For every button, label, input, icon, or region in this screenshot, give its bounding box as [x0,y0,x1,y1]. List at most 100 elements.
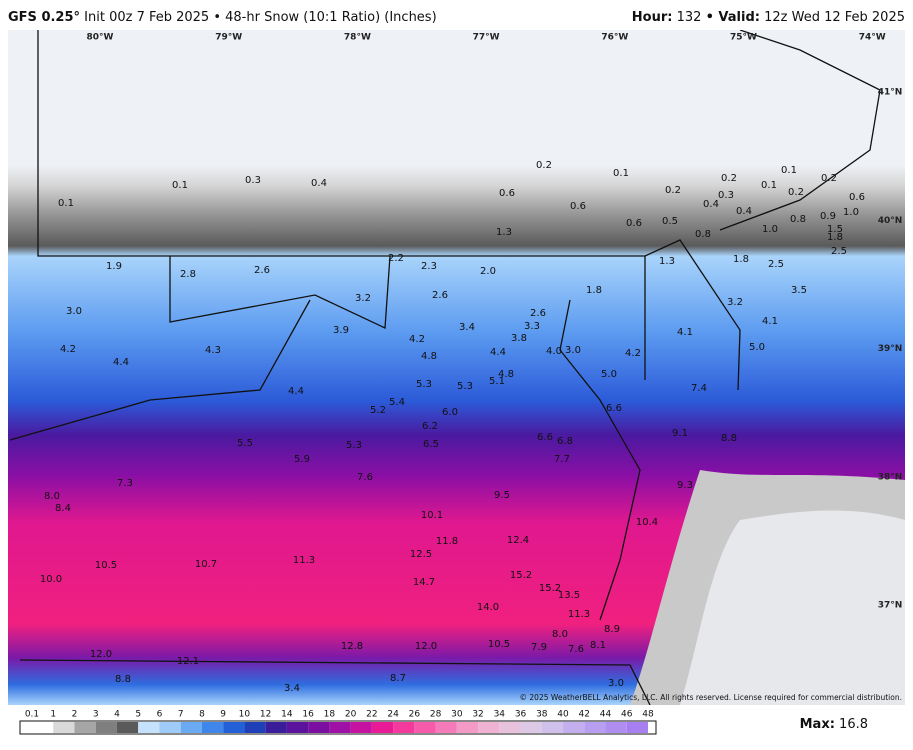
colorbar-swatch [435,722,457,733]
snow-value: 5.4 [389,397,405,408]
snow-value: 2.0 [480,266,496,277]
snow-value: 0.5 [662,216,678,227]
snow-value: 3.3 [524,321,540,332]
colorbar-swatch [244,722,266,733]
colorbar-swatch [499,722,521,733]
snow-value: 0.3 [718,190,734,201]
snow-value: 8.9 [604,624,620,635]
colorbar-swatch [286,722,309,733]
colorbar-swatch [116,722,139,733]
snow-value: 4.2 [409,334,425,345]
snow-value: 13.5 [558,590,580,601]
snow-value: 8.0 [552,629,568,640]
snow-value: 0.6 [570,201,586,212]
snow-value: 2.5 [768,259,784,270]
snow-value: 4.0 [546,346,562,357]
colorbar-swatch [32,722,54,733]
boundaries [9,29,881,706]
lon-label: 79°W [215,33,242,43]
snow-value: 0.1 [58,198,74,209]
snow-value: 3.5 [791,285,807,296]
max-value: 16.8 [839,717,868,732]
snow-value: 5.3 [416,379,432,390]
snow-value: 4.1 [677,327,693,338]
snow-value: 5.3 [346,440,362,451]
legend-tick: 32 [472,710,483,720]
snow-value: 1.8 [827,232,843,243]
snow-value: 8.1 [590,640,606,651]
colorbar-swatch [329,722,351,733]
colorbar-swatch [180,722,202,733]
snow-value: 14.7 [413,577,435,588]
snow-value: 4.8 [498,369,514,380]
colorbar-swatch [456,722,479,733]
snow-value: 10.5 [95,560,117,571]
snow-value: 0.6 [849,192,865,203]
snow-value: 5.5 [237,438,253,449]
colorbar-swatch [584,722,606,733]
snow-value: 0.6 [499,188,515,199]
snow-value: 3.2 [727,297,743,308]
snow-value: 3.9 [333,325,349,336]
snow-value: 10.4 [636,517,658,528]
snow-value: 11.8 [436,536,458,547]
snow-value: 6.6 [606,403,622,414]
legend-tick: 14 [281,710,293,720]
snow-value: 0.2 [721,173,737,184]
legend-tick: 18 [324,710,336,720]
colorbar-swatch [201,722,224,733]
snow-value: 5.3 [457,381,473,392]
legend-tick: 2 [72,710,78,720]
lat-label: 41°N [878,88,903,98]
lat-label: 39°N [878,344,903,354]
legend-tick: 10 [239,710,251,720]
snow-value: 1.9 [106,261,122,272]
snow-value: 10.1 [421,510,443,521]
lon-label: 76°W [601,33,628,43]
legend-tick: 22 [366,710,377,720]
colorbar-swatch [520,722,542,733]
legend-tick: 3 [93,710,99,720]
snow-value: 0.8 [695,229,711,240]
snow-value: 6.5 [423,439,439,450]
legend-tick: 4 [114,710,120,720]
snow-value: 6.8 [557,436,573,447]
snow-value: 2.8 [180,269,196,280]
legend-tick: 28 [430,710,442,720]
snow-value: 0.3 [245,175,261,186]
snow-value: 5.2 [370,405,386,416]
colorbar-swatch [541,722,564,733]
lon-label: 78°W [344,33,371,43]
snow-value: 5.0 [601,369,617,380]
snow-value: 0.2 [788,187,804,198]
legend-tick: 26 [409,710,421,720]
legend-tick: 46 [621,710,633,720]
snow-value: 10.7 [195,559,217,570]
snow-value: 4.3 [205,345,221,356]
lat-label: 38°N [878,472,903,482]
snow-value: 12.4 [507,535,529,546]
colorbar-swatch [223,722,245,733]
snow-value: 0.6 [626,218,642,229]
max-label: Max: [800,717,835,732]
snow-value: 6.6 [537,432,553,443]
snow-value: 8.8 [115,674,131,685]
snow-value: 8.7 [390,673,406,684]
legend-tick: 24 [387,710,399,720]
snow-value: 4.4 [288,386,304,397]
snow-value: 0.2 [536,160,552,171]
snow-value: 3.2 [355,293,371,304]
snow-value: 4.4 [113,357,129,368]
copyright: © 2025 WeatherBELL Analytics, LLC. All r… [520,693,902,702]
colorbar-swatch [563,722,585,733]
legend-tick: 8 [199,710,205,720]
snow-value: 6.2 [422,421,438,432]
snow-value: 7.6 [357,472,373,483]
snow-value: 10.5 [488,639,510,650]
legend-tick: 34 [494,710,506,720]
colorbar-swatch [605,722,627,733]
snow-value: 2.5 [831,246,847,257]
snow-value: 2.6 [530,308,546,319]
snow-value: 0.4 [703,199,719,210]
